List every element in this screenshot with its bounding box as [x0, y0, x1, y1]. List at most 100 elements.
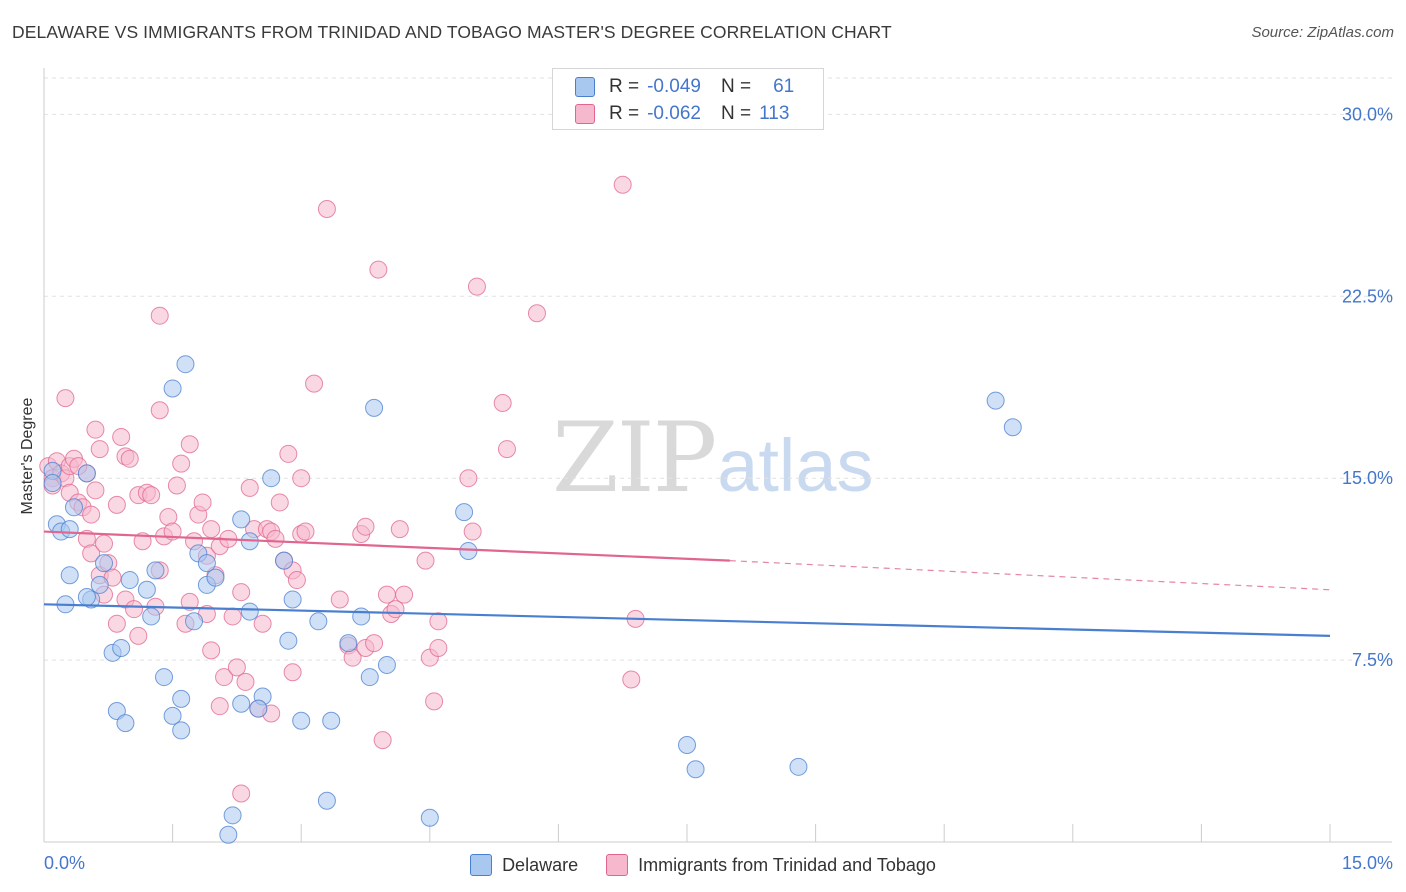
trinidad-point: [86, 420, 105, 439]
trinidad-trend-extension: [729, 560, 1331, 591]
delaware-point: [185, 612, 204, 631]
y-tick-label: 22.5%: [1342, 286, 1393, 306]
delaware-point: [352, 607, 371, 626]
delaware-point: [678, 735, 696, 754]
trinidad-point: [493, 394, 512, 413]
delaware-point: [43, 474, 62, 493]
trinidad-point: [193, 493, 212, 512]
trinidad-point: [180, 592, 199, 611]
trinidad-point: [270, 493, 289, 512]
trinidad-point: [459, 469, 478, 488]
legend-n-label: N =: [720, 103, 752, 124]
trinidad-point: [292, 469, 311, 488]
series-legend-trinidad[interactable]: Immigrants from Trinidad and Tobago: [606, 854, 936, 876]
delaware-point: [986, 391, 1005, 410]
trinidad-point: [112, 427, 131, 446]
series-swatch-trinidad: [606, 854, 629, 876]
delaware-point: [223, 806, 242, 825]
delaware-point: [360, 668, 379, 687]
delaware-point: [77, 588, 96, 607]
tick-labels: 7.5% 15.0% 22.5% 30.0% 0.0% 15.0%: [44, 104, 1393, 873]
delaware-point: [197, 554, 216, 573]
y-tick-label: 30.0%: [1342, 104, 1393, 124]
trinidad-point: [129, 626, 148, 645]
trinidad-point: [90, 440, 109, 459]
source-credit: Source: ZipAtlas.com: [1251, 24, 1394, 41]
delaware-point: [365, 398, 384, 417]
trinidad-point: [463, 522, 482, 541]
trinidad-point: [429, 612, 448, 631]
legend-r-value: -0.049: [647, 76, 701, 97]
trinidad-point: [330, 590, 349, 609]
delaware-point: [146, 561, 165, 580]
correlation-legend: R = -0.049 N = 61 R = -0.062 N = 113: [552, 68, 824, 130]
trinidad-point: [416, 551, 435, 570]
delaware-point: [292, 711, 311, 730]
trinidad-point: [369, 260, 388, 279]
delaware-point: [142, 607, 161, 626]
trinidad-point: [253, 614, 272, 633]
delaware-point: [60, 520, 79, 539]
legend-r-label: R =: [609, 76, 640, 97]
trinidad-point: [215, 668, 234, 687]
delaware-point: [137, 580, 156, 599]
trinidad-point: [497, 440, 516, 459]
delaware-point: [262, 469, 281, 488]
trinidad-point: [527, 304, 546, 323]
trinidad-trend-line: [43, 530, 730, 562]
trinidad-point: [622, 670, 641, 689]
trinidad-point: [283, 663, 302, 682]
delaware-point: [120, 571, 139, 590]
delaware-point: [232, 694, 251, 713]
delaware-point: [455, 503, 474, 522]
delaware-point: [163, 706, 182, 725]
x-tick-label: 15.0%: [1342, 853, 1393, 873]
trinidad-point: [150, 306, 169, 325]
trinidad-point: [266, 529, 285, 548]
trinidad-point: [107, 614, 126, 633]
trinidad-point: [125, 600, 144, 619]
series-legend: Delaware Immigrants from Trinidad and To…: [0, 852, 1406, 878]
trinidad-point: [232, 784, 251, 803]
delaware-point: [176, 355, 195, 374]
delaware-point: [377, 655, 396, 674]
delaware-point: [95, 554, 114, 573]
delaware-point: [206, 568, 225, 587]
trinidad-point: [287, 571, 306, 590]
y-tick-label: 15.0%: [1342, 468, 1393, 488]
trinidad-point: [223, 607, 242, 626]
delaware-point: [275, 551, 294, 570]
legend-n-label: N =: [720, 76, 752, 97]
legend-swatch-trinidad: [575, 104, 595, 124]
trinidad-point: [317, 199, 336, 218]
trinidad-point: [236, 672, 255, 691]
trinidad-point: [240, 478, 259, 497]
axes: [43, 68, 1392, 843]
delaware-point: [283, 590, 302, 609]
chart-title: DELAWARE VS IMMIGRANTS FROM TRINIDAD AND…: [12, 22, 892, 42]
trinidad-point: [167, 476, 186, 495]
legend-n-value: 113: [759, 103, 790, 124]
trinidad-point: [425, 692, 444, 711]
trinidad-point: [296, 522, 315, 541]
trinidad-point: [86, 481, 105, 500]
delaware-point: [155, 668, 174, 687]
delaware-point: [90, 575, 109, 594]
trinidad-point: [142, 486, 161, 505]
delaware-point: [459, 541, 478, 560]
series-legend-delaware[interactable]: Delaware: [470, 854, 578, 876]
y-tick-label: 7.5%: [1352, 650, 1393, 670]
delaware-point: [60, 566, 79, 585]
legend-row-delaware: R = -0.049 N = 61: [575, 76, 794, 98]
legend-r-label: R =: [609, 103, 640, 124]
delaware-point: [77, 464, 96, 483]
trinidad-point: [202, 520, 221, 539]
trinidad-point: [202, 641, 221, 660]
delaware-point: [420, 808, 439, 827]
delaware-point: [339, 634, 358, 653]
trinidad-point: [305, 374, 324, 393]
delaware-point: [249, 699, 268, 718]
trinidad-point: [95, 534, 114, 553]
delaware-point: [65, 498, 84, 517]
